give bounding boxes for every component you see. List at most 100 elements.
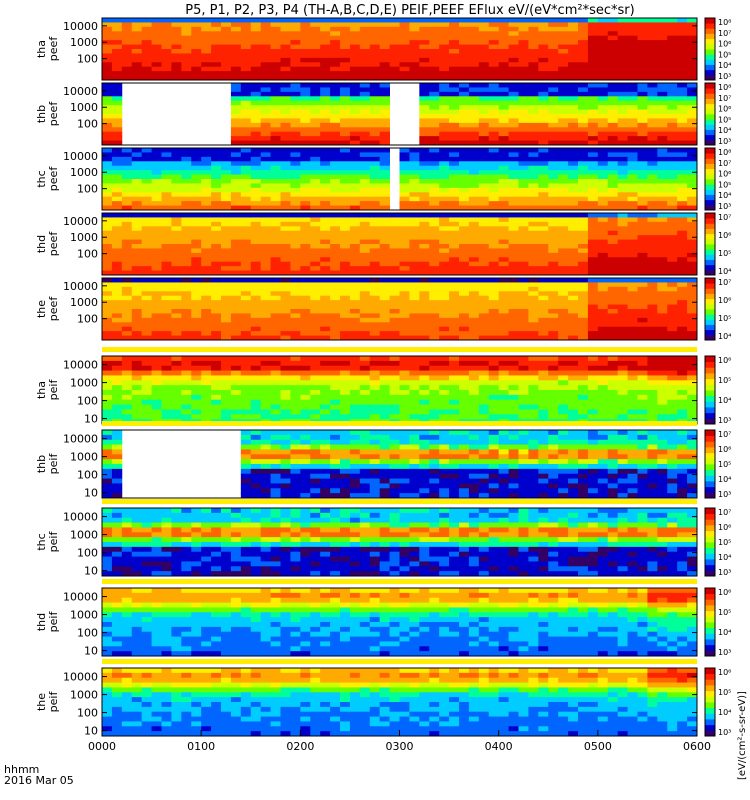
heatmap-cell [211, 414, 222, 420]
heatmap-cell [181, 179, 192, 184]
heatmap-cell [409, 239, 420, 245]
heatmap-cell [121, 148, 133, 153]
heatmap-cell [518, 26, 529, 32]
heatmap-cell [379, 370, 390, 376]
heatmap-cell [647, 322, 658, 328]
heatmap-cell [340, 286, 351, 292]
heatmap-cell [260, 205, 271, 211]
heatmap-cell [379, 205, 390, 211]
heatmap-cell [270, 40, 281, 45]
heatmap-cell [657, 66, 668, 72]
heatmap-cell [359, 156, 371, 162]
heatmap-cell [617, 187, 628, 193]
heatmap-cell [270, 217, 281, 223]
heatmap-cell [607, 291, 619, 297]
heatmap-cell [290, 390, 301, 396]
heatmap-cell [359, 360, 371, 367]
heatmap-cell [597, 161, 609, 167]
panel-ylabel-product: peef [47, 296, 60, 322]
heatmap-cell [290, 399, 301, 405]
heatmap-cell [161, 244, 172, 249]
heatmap-cell [587, 414, 599, 420]
heatmap-cell [468, 404, 480, 410]
heatmap-cell [171, 390, 182, 396]
heatmap-cell [647, 100, 658, 106]
heatmap-cell [151, 252, 162, 258]
heatmap-cell [379, 394, 390, 401]
panel-ylabel-probe: thb [35, 105, 48, 123]
heatmap-cell [538, 31, 549, 37]
heatmap-cell [587, 156, 599, 162]
heatmap-cell [230, 244, 242, 249]
heatmap-cell [657, 205, 668, 211]
heatmap-cell [171, 317, 182, 323]
heatmap-cell [687, 53, 698, 59]
heatmap-cell [399, 404, 410, 410]
heatmap-cell [558, 174, 569, 180]
heatmap-cell [211, 286, 222, 292]
heatmap-cell [627, 317, 638, 323]
heatmap-cell [161, 196, 172, 202]
heatmap-cell [230, 365, 242, 371]
heatmap-cell [468, 213, 480, 218]
heatmap-cell [597, 44, 609, 50]
heatmap-cell [518, 356, 529, 362]
heatmap-cell [399, 414, 410, 420]
heatmap-cell [637, 170, 648, 175]
heatmap-cells [102, 213, 698, 276]
heatmap-cell [468, 96, 480, 102]
heatmap-cell [518, 309, 529, 314]
heatmap-cell [429, 380, 440, 386]
heatmap-cell [419, 35, 430, 41]
heatmap-cell [647, 40, 658, 45]
heatmap-cell [181, 300, 192, 305]
heatmap-cell [518, 244, 529, 249]
heatmap-cell [121, 170, 133, 175]
heatmap-cell [627, 100, 638, 106]
heatmap-cell [330, 252, 341, 258]
heatmap-cell [627, 356, 638, 362]
heatmap-cell [677, 140, 688, 146]
heatmap-cell [568, 335, 579, 341]
heatmap-cell [379, 313, 390, 319]
heatmap-cell [459, 331, 470, 336]
heatmap-cell [419, 109, 430, 115]
heatmap-cell [260, 66, 271, 72]
heatmap-cell [687, 131, 698, 137]
heatmap-cell [221, 156, 232, 162]
heatmap-cell [369, 174, 381, 180]
heatmap-cell [578, 114, 589, 119]
heatmap-cell [131, 390, 143, 396]
heatmap-cell [538, 309, 549, 314]
heatmap-cell [488, 66, 500, 72]
heatmap-cell [121, 22, 133, 28]
heatmap-cell [250, 270, 262, 276]
heatmap-cell [468, 356, 480, 362]
heatmap-cell [260, 105, 271, 110]
heatmap-cell [498, 257, 509, 263]
heatmap-cell [647, 239, 658, 245]
heatmap-cell [369, 131, 381, 137]
heatmap-cell [230, 105, 242, 110]
heatmap-cell [459, 326, 470, 332]
heatmap-cell [121, 183, 133, 189]
heatmap-cell [677, 35, 688, 41]
heatmap-cell [102, 399, 113, 405]
heatmap-cell [230, 404, 242, 410]
heatmap-cell [399, 217, 410, 223]
heatmap-cell [131, 313, 143, 319]
heatmap-cell [607, 404, 619, 410]
heatmap-cell [498, 239, 509, 245]
heatmap-cell [578, 248, 589, 254]
heatmap-cell [558, 57, 569, 63]
heatmap-cell [449, 114, 460, 119]
heatmap-cell [320, 304, 331, 310]
heatmap-cell [459, 100, 470, 106]
heatmap-cell [488, 26, 500, 32]
heatmap-cell [568, 313, 579, 319]
heatmap-cell [459, 205, 470, 211]
heatmap-cell [359, 282, 371, 288]
heatmap-cell [587, 53, 599, 59]
heatmap-cell [657, 266, 668, 271]
